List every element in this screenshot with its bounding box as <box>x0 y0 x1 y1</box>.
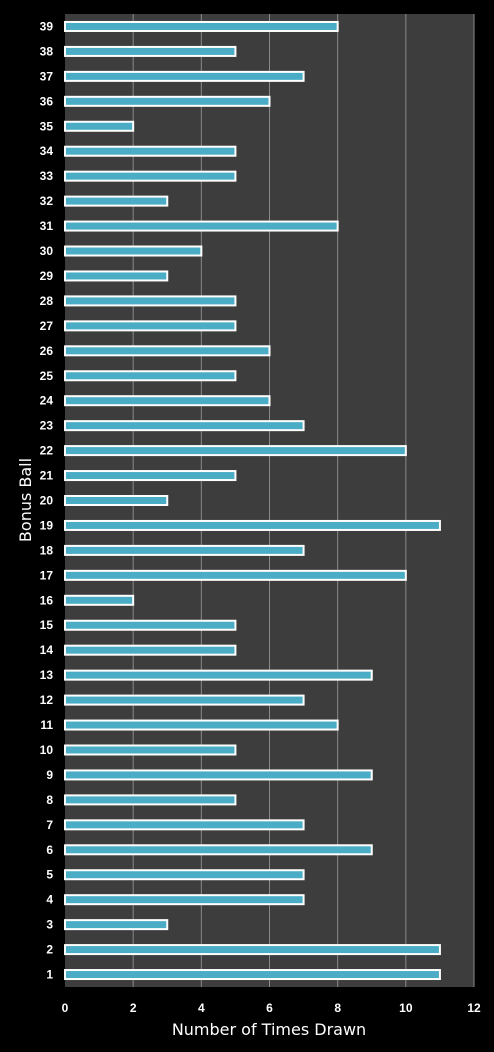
bar-15 <box>64 619 237 631</box>
y-tick-label: 11 <box>40 718 53 732</box>
x-tick-label: 6 <box>266 1001 273 1015</box>
y-tick-label: 34 <box>40 144 54 158</box>
y-tick-label: 19 <box>40 518 54 532</box>
y-tick-label: 13 <box>40 668 54 682</box>
y-tick-label: 9 <box>46 768 53 782</box>
y-tick-label: 17 <box>40 568 54 582</box>
bar-24 <box>64 395 271 407</box>
bar-17 <box>64 569 407 581</box>
bar-12 <box>64 694 305 706</box>
bar-26 <box>64 345 271 357</box>
bar-31 <box>64 220 339 232</box>
y-tick-label: 21 <box>40 469 54 483</box>
bar-37 <box>64 70 305 82</box>
bar-19 <box>64 519 441 531</box>
bar-5 <box>64 869 305 881</box>
bar-22 <box>64 445 407 457</box>
y-tick-label: 16 <box>40 593 54 607</box>
bar-38 <box>64 45 237 57</box>
bar-30 <box>64 245 203 257</box>
y-tick-label: 12 <box>40 693 54 707</box>
y-tick-label: 27 <box>40 319 54 333</box>
x-tick-label: 2 <box>130 1001 137 1015</box>
bar-29 <box>64 270 169 282</box>
x-tick-label: 12 <box>467 1001 481 1015</box>
y-tick-label: 7 <box>46 818 53 832</box>
y-tick-label: 36 <box>40 94 54 108</box>
bar-6 <box>64 844 373 856</box>
y-tick-label: 35 <box>40 119 54 133</box>
y-tick-label: 24 <box>40 394 54 408</box>
y-tick-label: 38 <box>40 44 54 58</box>
bar-1 <box>64 969 441 981</box>
x-tick-label: 0 <box>62 1001 69 1015</box>
y-tick-label: 15 <box>40 618 54 632</box>
x-tick-label: 4 <box>198 1001 205 1015</box>
y-tick-label: 29 <box>40 269 54 283</box>
bar-35 <box>64 120 135 132</box>
bar-21 <box>64 470 237 482</box>
y-tick-label: 30 <box>40 244 54 258</box>
y-tick-label: 2 <box>46 943 53 957</box>
bar-9 <box>64 769 373 781</box>
bar-36 <box>64 95 271 107</box>
bar-20 <box>64 495 169 506</box>
bar-2 <box>64 944 441 956</box>
bar-28 <box>64 295 237 307</box>
y-tick-label: 39 <box>40 19 54 33</box>
bar-16 <box>64 594 135 606</box>
y-axis-title: Bonus Ball <box>16 458 35 542</box>
bar-14 <box>64 644 237 656</box>
y-tick-label: 37 <box>40 69 54 83</box>
bar-32 <box>64 195 169 207</box>
y-tick-label: 14 <box>40 643 54 657</box>
bar-27 <box>64 320 237 332</box>
y-tick-label: 20 <box>40 494 54 508</box>
x-tick-label: 10 <box>399 1001 413 1015</box>
y-tick-label: 3 <box>46 918 53 932</box>
bar-11 <box>64 719 339 731</box>
y-tick-label: 33 <box>40 169 54 183</box>
y-tick-label: 1 <box>46 968 53 982</box>
bar-18 <box>64 544 305 556</box>
x-axis-title: Number of Times Drawn <box>172 1020 366 1039</box>
bar-34 <box>64 145 237 157</box>
y-tick-label: 6 <box>46 843 53 857</box>
y-tick-labels: 1234567891011121314151617181920212223242… <box>40 19 54 981</box>
y-tick-label: 31 <box>40 219 54 233</box>
bar-25 <box>64 370 237 382</box>
bars <box>64 20 441 981</box>
bar-4 <box>64 894 305 906</box>
bar-13 <box>64 669 373 681</box>
y-tick-label: 10 <box>40 743 54 757</box>
y-tick-label: 22 <box>40 444 54 458</box>
x-tick-label: 8 <box>334 1001 341 1015</box>
y-tick-label: 5 <box>46 868 53 882</box>
y-tick-label: 18 <box>40 543 54 557</box>
bar-3 <box>64 919 169 931</box>
y-tick-label: 4 <box>46 893 53 907</box>
bar-8 <box>64 794 237 806</box>
y-tick-label: 32 <box>40 194 54 208</box>
bar-10 <box>64 744 237 756</box>
bar-39 <box>64 20 339 32</box>
y-tick-label: 8 <box>46 793 53 807</box>
x-tick-labels: 0 2 4 6 8 10 12 <box>62 1001 481 1015</box>
y-tick-label: 26 <box>40 344 54 358</box>
y-tick-label: 23 <box>40 419 54 433</box>
y-tick-label: 25 <box>40 369 54 383</box>
bar-33 <box>64 170 237 182</box>
y-tick-label: 28 <box>40 294 54 308</box>
bar-23 <box>64 420 305 432</box>
bar-7 <box>64 819 305 831</box>
